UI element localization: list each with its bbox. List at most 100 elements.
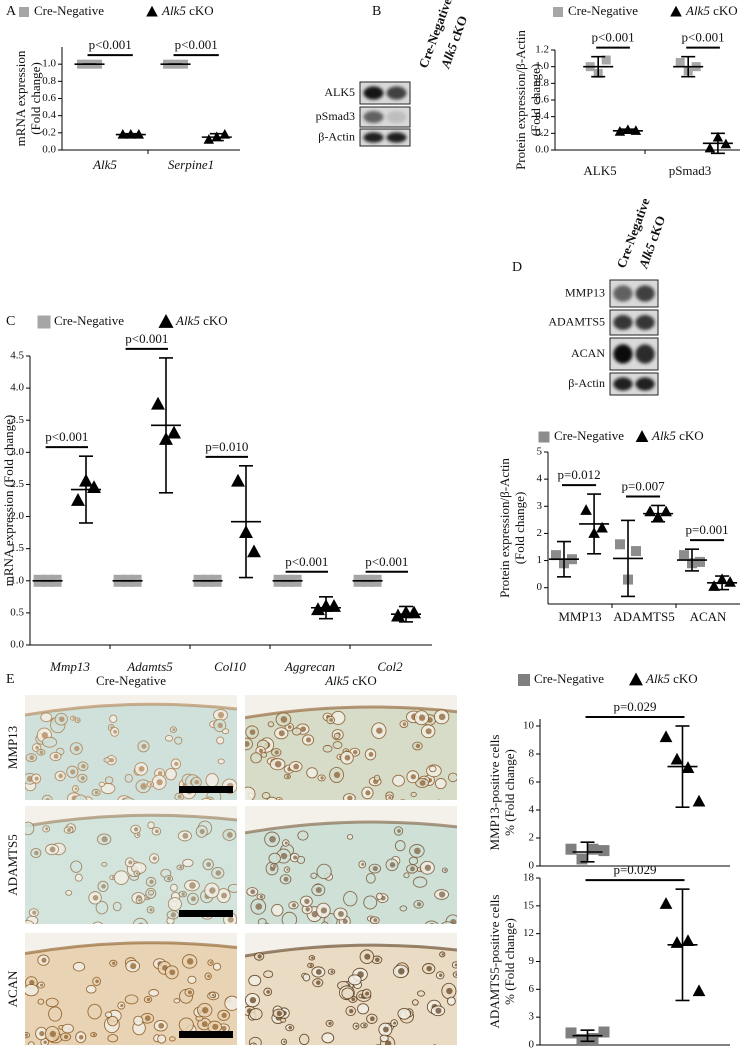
nucleus (368, 752, 374, 757)
cell (132, 917, 148, 924)
nucleus (328, 1021, 332, 1025)
cell (121, 1046, 128, 1050)
y-axis-label: Protein expression/β-Actin (497, 458, 512, 598)
data-point (601, 55, 611, 65)
legend-marker (19, 7, 29, 17)
nucleus (257, 954, 262, 959)
nucleus (78, 1034, 84, 1040)
data-point (407, 605, 421, 619)
nucleus (361, 862, 365, 866)
nucleus (330, 970, 334, 974)
cell (394, 840, 406, 852)
cell (178, 1017, 194, 1033)
data-point (679, 550, 689, 561)
nucleus (172, 728, 176, 732)
data-point (576, 853, 588, 865)
nucleus (25, 925, 31, 931)
nucleus (344, 754, 351, 761)
nucleus (293, 855, 298, 860)
nucleus (376, 727, 383, 734)
cell (296, 855, 306, 864)
cell (266, 796, 278, 800)
nucleus (190, 896, 196, 902)
nucleus (402, 722, 407, 726)
y-axis-label: (Fold change) (512, 492, 527, 565)
nucleus (217, 711, 225, 719)
histology-row-label: ADAMTS5 (5, 834, 20, 895)
cell (40, 712, 53, 723)
x-tick-label: Aggrecan (284, 659, 335, 674)
error-bar (115, 132, 146, 137)
nucleus (455, 973, 457, 976)
cell (112, 901, 122, 912)
cell (346, 834, 354, 840)
cell (333, 732, 341, 740)
cell (411, 999, 419, 1006)
nucleus (212, 1023, 219, 1030)
cell (397, 1008, 412, 1020)
cell (216, 736, 225, 745)
histology-row-label: MMP13 (5, 726, 20, 769)
nucleus (416, 902, 422, 907)
legend-label: Alk5 cKO (645, 671, 698, 686)
panel-label: E (6, 672, 15, 687)
cell (248, 1036, 262, 1045)
significance-label: p=0.012 (557, 467, 600, 482)
error-bar (231, 465, 261, 579)
data-point (580, 504, 592, 515)
nucleus (287, 725, 292, 729)
nucleus (278, 730, 285, 737)
nucleus (41, 957, 47, 963)
cell (227, 883, 237, 893)
nucleus (435, 1007, 442, 1014)
cell (103, 757, 111, 763)
cell (74, 873, 83, 882)
cell (121, 797, 135, 800)
cell (41, 794, 53, 800)
cell (429, 765, 437, 773)
scale-bar (179, 1031, 233, 1038)
data-point (675, 58, 685, 67)
blot-band (386, 86, 407, 100)
nucleus (349, 1008, 354, 1014)
data-point (587, 1033, 599, 1045)
nucleus (266, 990, 270, 994)
cell (42, 736, 58, 748)
significance-label: p=0.001 (685, 522, 728, 537)
nucleus (259, 895, 264, 899)
cell (363, 895, 378, 910)
x-tick-label: MMP13 (558, 609, 601, 624)
blot-row-label: β-Actin (318, 129, 355, 143)
nucleus (365, 991, 370, 996)
nucleus (201, 1021, 208, 1028)
scale-bar (179, 910, 233, 917)
cell (65, 890, 73, 896)
significance-label: p<0.001 (175, 37, 218, 52)
legend-marker (37, 315, 51, 329)
cell (435, 777, 447, 790)
nucleus (274, 760, 282, 768)
tissue (25, 806, 237, 933)
histology-image (245, 806, 457, 924)
error-bar (151, 357, 181, 494)
cell (257, 918, 267, 924)
cell (27, 1041, 35, 1045)
nucleus (441, 953, 444, 956)
nucleus (434, 1046, 436, 1048)
cell (114, 925, 123, 933)
data-point (692, 984, 706, 997)
legend-label: Alk5 cKO (175, 313, 228, 328)
legend-marker (629, 672, 643, 686)
nucleus (249, 996, 257, 1004)
y-axis-label: MMP13-positive cells (487, 735, 502, 851)
nucleus (397, 968, 405, 975)
data-point (587, 843, 599, 855)
y-tick-label: 0 (537, 581, 543, 593)
nucleus (347, 795, 353, 800)
cell (379, 1034, 389, 1043)
y-tick-label: 2.5 (10, 478, 24, 490)
nucleus (373, 918, 378, 923)
error-bar (572, 1029, 603, 1043)
nucleus (351, 997, 356, 1002)
nucleus (426, 965, 432, 972)
